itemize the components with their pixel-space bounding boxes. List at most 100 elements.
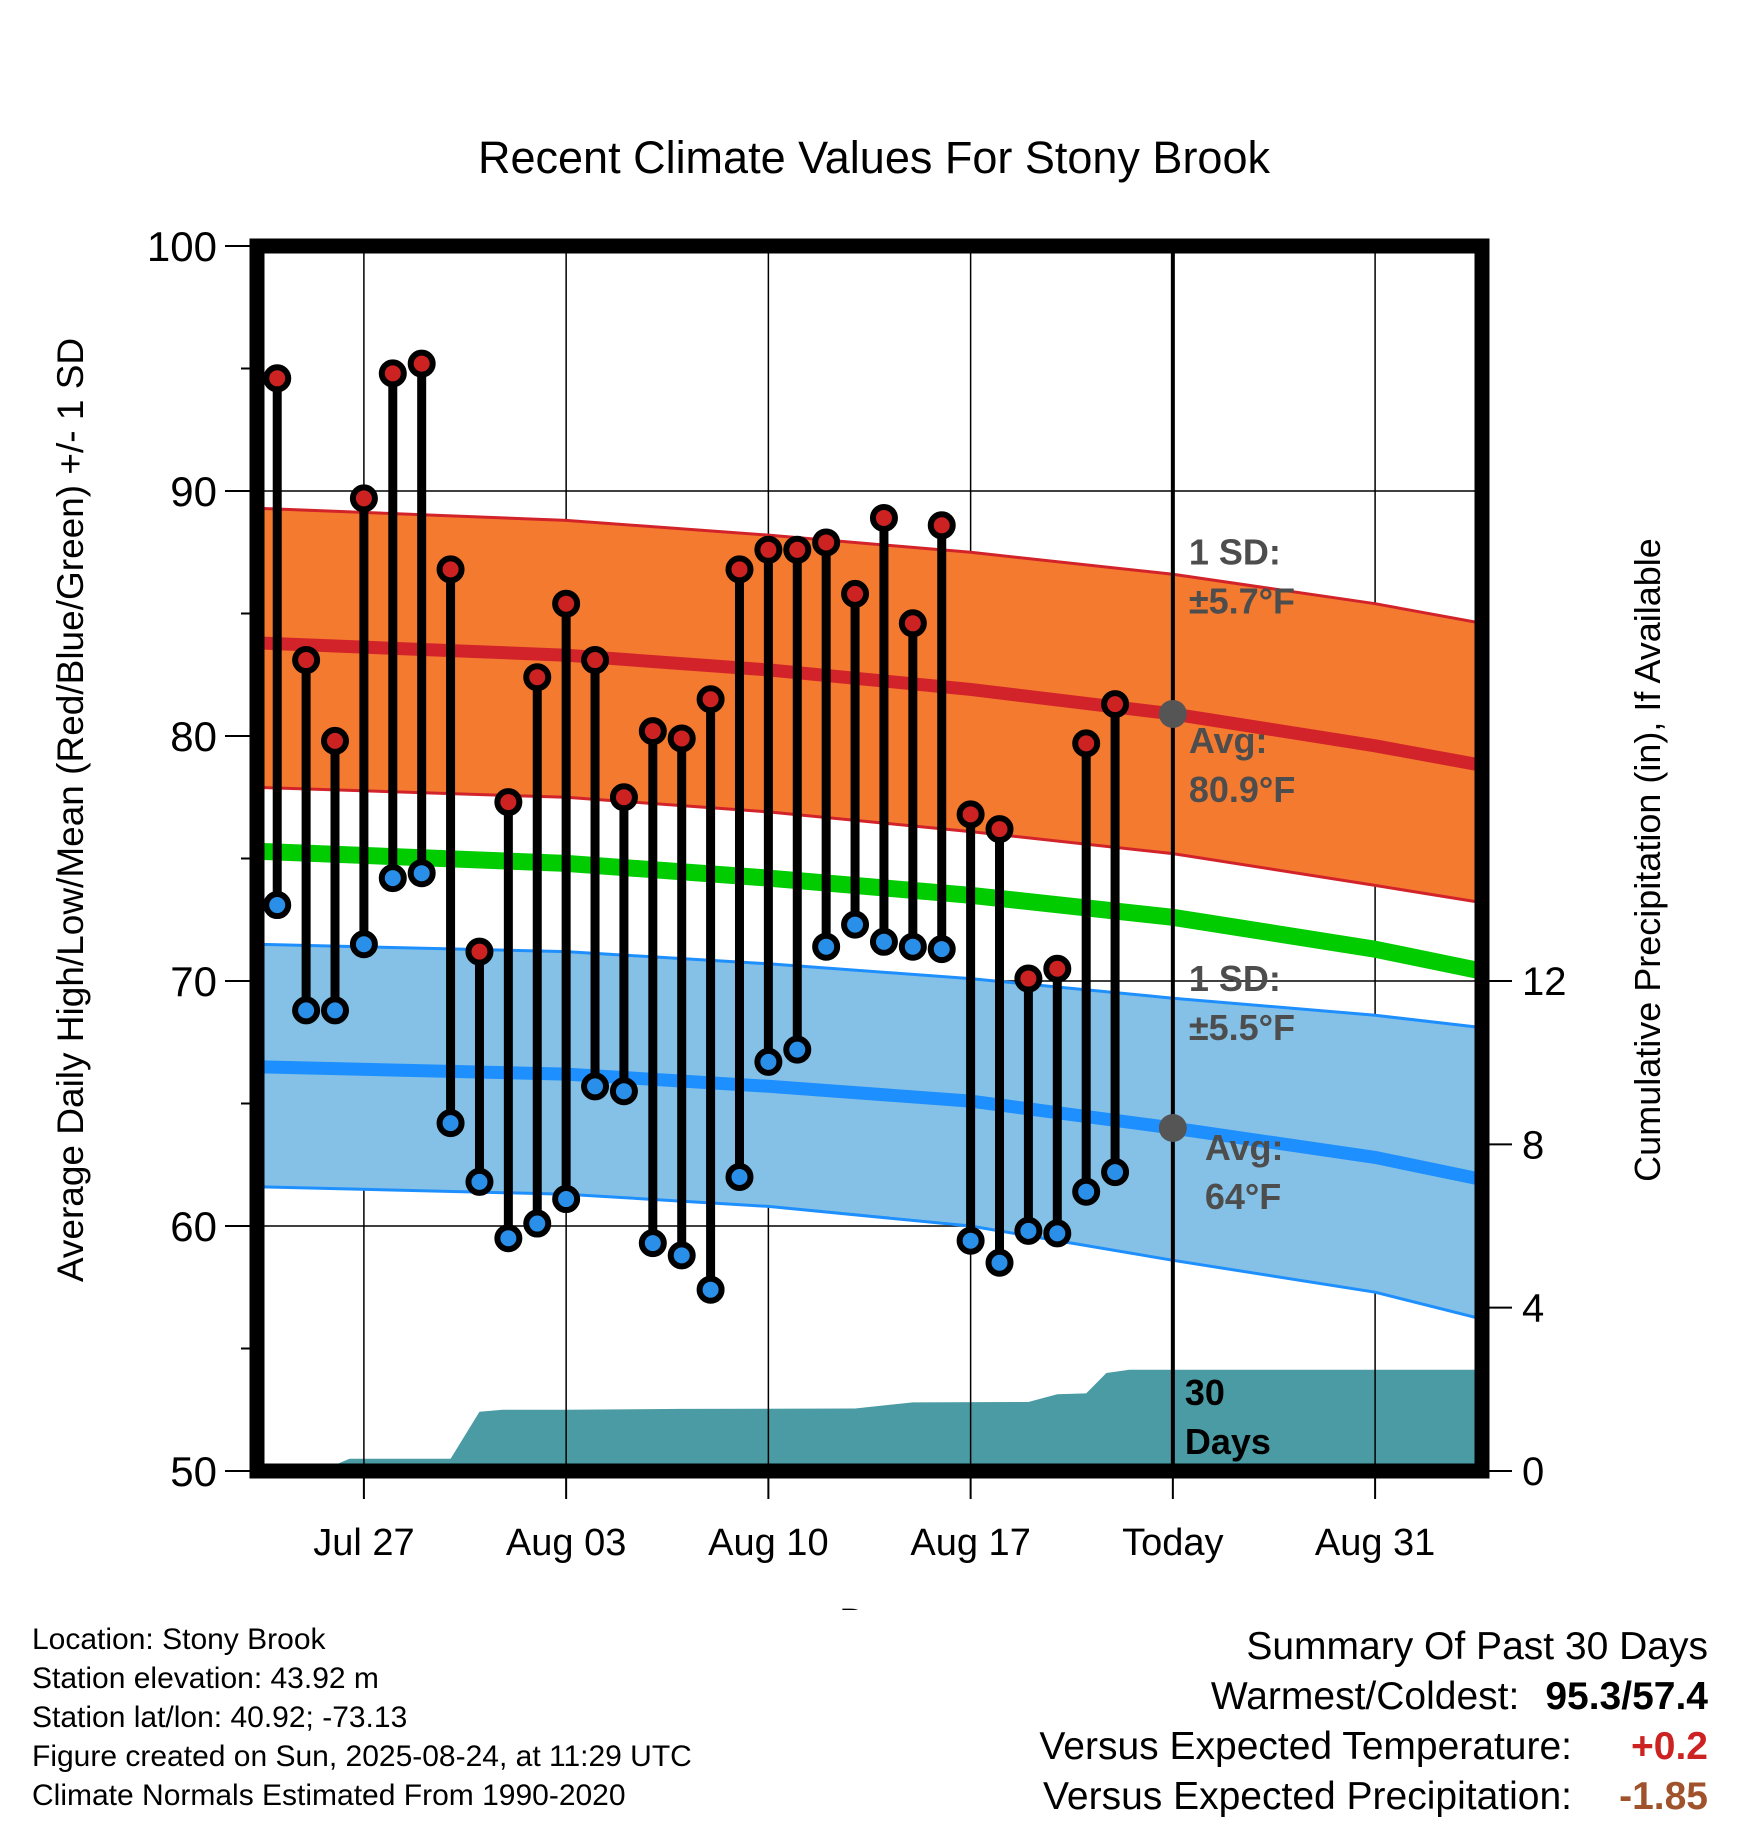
annotation-low-avg-line2: 64°F (1205, 1176, 1281, 1217)
observed-low-point (667, 1241, 696, 1270)
created-text: Figure created on Sun, 2025-08-24, at 11… (32, 1740, 692, 1773)
observed-low-point (523, 1209, 552, 1238)
temp-value: +0.2 (1631, 1725, 1708, 1768)
observed-high-point (696, 685, 725, 714)
y-tick-label: 90 (170, 468, 217, 515)
x-tick-label: Jul 27 (313, 1522, 414, 1564)
summary-warmest-row: Warmest/Coldest: 95.3/57.4 (888, 1672, 1708, 1722)
normal-high-band-upper (257, 506, 1482, 625)
observed-high-point (1072, 729, 1101, 758)
x-tick-label: Today (1122, 1522, 1223, 1564)
annotation-precip-line1: 30 (1185, 1372, 1225, 1413)
observed-high-point (1014, 964, 1043, 993)
elevation-text: Station elevation: 43.92 m (32, 1662, 379, 1695)
observed-high-point (349, 484, 378, 513)
observed-low-point (696, 1275, 725, 1304)
observed-low-point (754, 1047, 783, 1076)
observed-high-point (292, 646, 321, 675)
y-axis-label: Average Daily High/Low/Mean (Red/Blue/Gr… (50, 338, 91, 1282)
observed-high-point (494, 788, 523, 817)
y2-tick-label: 12 (1522, 960, 1567, 1004)
observed-low-point (841, 910, 870, 939)
observed-high-point (523, 663, 552, 692)
summary-precip-row: Versus Expected Precipitation: -1.85 (888, 1772, 1708, 1822)
observed-high-point (1043, 954, 1072, 983)
observed-high-point (263, 364, 292, 393)
observed-low-point (927, 935, 956, 964)
location-text: Location: Stony Brook (32, 1623, 326, 1656)
observed-low-point (292, 996, 321, 1025)
y-tick-label: 70 (170, 958, 217, 1005)
observed-high-point (783, 535, 812, 564)
y-tick-label: 50 (170, 1448, 217, 1495)
y2-axis-label: Cumulative Precipitation (in), If Availa… (1627, 538, 1668, 1182)
observed-low-point (407, 859, 436, 888)
observed-high-point (898, 609, 927, 638)
temp-label: Versus Expected Temperature: (1039, 1725, 1572, 1768)
observed-low-point (725, 1163, 754, 1191)
observed-high-point (638, 717, 667, 746)
observed-high-point (378, 359, 407, 388)
observed-low-point (869, 927, 898, 956)
observed-low-point (263, 891, 292, 920)
observed-low-point (465, 1167, 494, 1196)
x-tick-label: Aug 31 (1315, 1522, 1435, 1564)
y2-tick-label: 0 (1522, 1450, 1544, 1494)
y-tick-label: 80 (170, 713, 217, 760)
y2-tick-label: 8 (1522, 1123, 1544, 1167)
y-tick-label: 60 (170, 1203, 217, 1250)
observed-high-point (407, 349, 436, 378)
observed-high-point (552, 589, 581, 618)
observed-high-point (465, 937, 494, 966)
observed-low-point (638, 1229, 667, 1258)
warmest-value: 95.3/57.4 (1545, 1675, 1708, 1718)
summary-panel: Summary Of Past 30 Days Warmest/Coldest:… (888, 1622, 1708, 1822)
precip-area (257, 1369, 1482, 1471)
x-tick-label: Aug 17 (910, 1522, 1030, 1564)
observed-high-point (667, 724, 696, 753)
observed-high-point (869, 503, 898, 532)
observed-high-point (436, 555, 465, 584)
observed-low-point (349, 930, 378, 959)
observed-high-point (1101, 690, 1130, 719)
precip-label: Versus Expected Precipitation: (1043, 1775, 1572, 1818)
x-tick-label: Aug 10 (708, 1522, 828, 1564)
precip-value: -1.85 (1619, 1775, 1708, 1818)
station-info: Location: Stony Brook Station elevation:… (32, 1620, 692, 1815)
observed-high-point (754, 535, 783, 564)
observed-high-point (581, 646, 610, 675)
observed-high-point (841, 579, 870, 608)
observed-low-point (1014, 1216, 1043, 1245)
observed-low-point (1072, 1177, 1101, 1206)
observed-low-point (812, 932, 841, 961)
observed-low-point (956, 1226, 985, 1255)
observed-low-point (552, 1185, 581, 1214)
observed-high-point (927, 511, 956, 540)
observed-high-point (956, 800, 985, 829)
observed-low-point (898, 932, 927, 961)
observed-low-point (436, 1109, 465, 1138)
observed-low-point (378, 864, 407, 893)
annotation-low-sd-line2: ±5.5°F (1189, 1007, 1295, 1048)
warmest-label: Warmest/Coldest: (1210, 1675, 1520, 1718)
latlon-text: Station lat/lon: 40.92; -73.13 (32, 1701, 408, 1734)
x-axis-label: Day (839, 1602, 907, 1610)
annotation-high-avg-line1: Avg: (1189, 720, 1268, 761)
observed-low-point (1043, 1219, 1072, 1248)
observed-high-point (812, 528, 841, 557)
observed-high-point (609, 783, 638, 812)
plot-area: 1 SD: ±5.7°F Avg: 80.9°F 1 SD: ±5.5°F Avg: 64°F… (147, 223, 1567, 1564)
observed-high-point (321, 726, 350, 755)
observed-high-point (985, 815, 1014, 844)
y-tick-label: 100 (147, 223, 217, 270)
annotation-high-avg-line2: 80.9°F (1189, 769, 1295, 810)
observed-low-point (321, 996, 350, 1025)
annotation-precip-line2: Days (1185, 1421, 1271, 1462)
summary-temp-row: Versus Expected Temperature: +0.2 (888, 1722, 1708, 1772)
x-tick-label: Aug 03 (506, 1522, 626, 1564)
observed-low-point (783, 1035, 812, 1064)
plot-inner: 1 SD: ±5.7°F Avg: 80.9°F 1 SD: ±5.5°F Avg: 64°F… (257, 246, 1482, 1471)
annotation-low-sd-line1: 1 SD: (1189, 958, 1281, 999)
annotation-high-sd-line2: ±5.7°F (1189, 581, 1295, 622)
observed-low-point (1101, 1158, 1130, 1187)
